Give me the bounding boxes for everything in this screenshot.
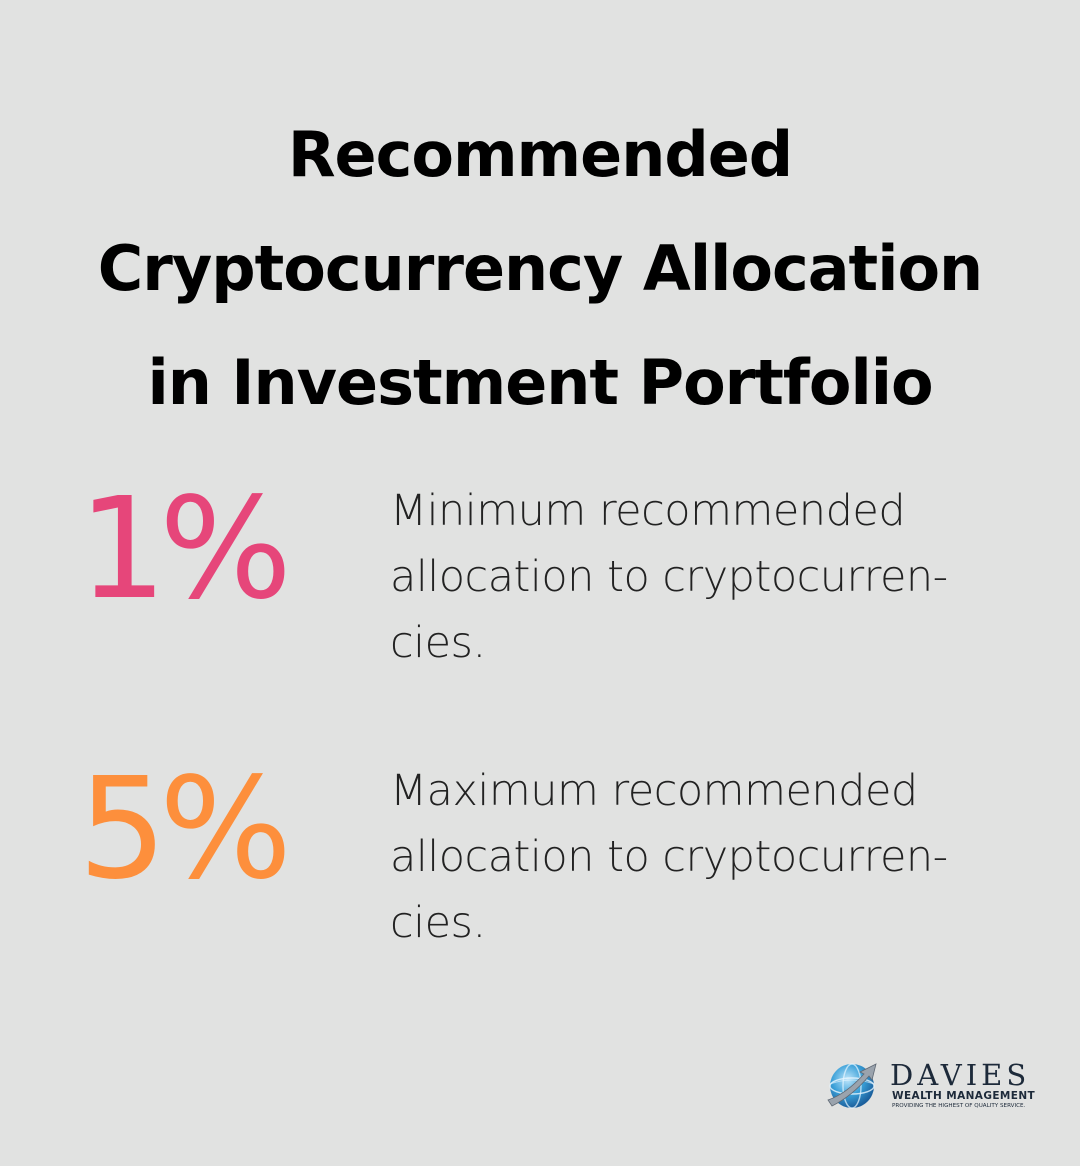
stat-description-line: allocation to cryptocurren- xyxy=(390,832,948,882)
stat-value: 1% xyxy=(78,468,292,631)
stat-minimum: 1% Minimum recommended allocation to cry… xyxy=(0,470,1080,670)
title-line-1: Recommended xyxy=(287,118,793,191)
title-line-3: in Investment Portfolio xyxy=(147,346,933,419)
stat-description-line: cies. xyxy=(390,618,486,668)
stat-description-line: cies. xyxy=(390,898,486,948)
page-title: Recommended Cryptocurrency Allocation in… xyxy=(0,98,1080,440)
stat-description: Minimum recommended allocation to crypto… xyxy=(390,478,1030,676)
stat-value: 5% xyxy=(78,748,292,911)
stat-description-line: Maximum recommended xyxy=(390,766,918,816)
company-logo: DAVIES WEALTH MANAGEMENT PROVIDING THE H… xyxy=(824,1050,1036,1116)
title-line-2: Cryptocurrency Allocation xyxy=(97,232,983,305)
logo-subtitle: WEALTH MANAGEMENT xyxy=(892,1090,1036,1102)
stat-description: Maximum recommended allocation to crypto… xyxy=(390,758,1030,956)
logo-tagline: PROVIDING THE HIGHEST OF QUALITY SERVICE… xyxy=(892,1103,1026,1109)
globe-arrow-icon xyxy=(827,1063,877,1109)
stat-description-line: Minimum recommended xyxy=(390,486,906,536)
logo-name: DAVIES xyxy=(890,1058,1031,1092)
stat-maximum: 5% Maximum recommended allocation to cry… xyxy=(0,750,1080,950)
stat-description-line: allocation to cryptocurren- xyxy=(390,552,948,602)
